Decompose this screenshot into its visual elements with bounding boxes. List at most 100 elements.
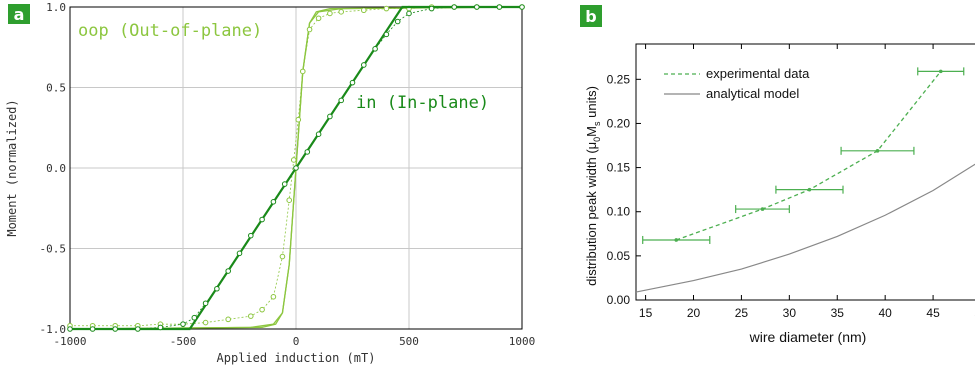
in-plane-data-point	[315, 131, 322, 137]
oop-data-point	[248, 313, 254, 319]
panel-a-x-tick-label: 500	[399, 335, 419, 348]
legend-experimental-label: experimental data	[706, 66, 810, 81]
in-plane-data-point	[191, 314, 198, 321]
oop-data-point	[338, 9, 345, 15]
panel-b-x-tick-label: 45	[926, 306, 940, 320]
in-plane-data-point	[248, 232, 254, 239]
oop-data-point	[361, 7, 367, 14]
in-plane-data-point	[394, 18, 401, 25]
experimental-data-point	[674, 238, 679, 242]
experimental-data-point	[807, 187, 812, 192]
panel-b-y-tick-label: 0.00	[607, 293, 631, 307]
panel-b: b 15202530354045500.250.200.150.100.050.…	[580, 5, 975, 345]
panel-a-y-tick-label: 0.5	[46, 82, 66, 95]
oop-data-point	[270, 294, 277, 300]
in-plane-data-point	[372, 46, 378, 52]
panel-a-annotation-oop: oop (Out-of-plane)	[78, 21, 262, 41]
panel-a-y-axis-label: Moment (normalized)	[5, 99, 19, 236]
panel-a-annotation-in: in (In-plane)	[356, 93, 489, 113]
in-plane-data-point	[496, 4, 503, 10]
in-plane-data-point	[451, 4, 458, 10]
oop-data-point	[327, 10, 333, 17]
in-plane-data-point	[349, 79, 356, 86]
panel-b-x-axis-label: wire diameter (nm)	[749, 329, 867, 345]
legend-model-label: analytical model	[706, 86, 799, 101]
experimental-data-point	[938, 69, 943, 74]
panel-b-tag-label: b	[585, 7, 596, 26]
in-plane-data-point	[293, 165, 299, 171]
in-plane-data-point	[338, 97, 345, 104]
panel-b-x-tick-label: 25	[735, 306, 749, 320]
in-plane-data-point	[225, 268, 231, 274]
panel-a-x-tick-label: -500	[170, 335, 197, 348]
oop-data-point	[383, 5, 390, 12]
panel-b-series	[635, 67, 975, 293]
panel-b-tag	[580, 5, 602, 27]
in-plane-data-point	[383, 31, 390, 38]
panel-a-tag	[8, 4, 30, 24]
in-plane-data-point	[304, 149, 311, 155]
panel-b-y-tick-label: 0.20	[607, 116, 631, 130]
panel-a-x-tick-label: -1000	[53, 335, 86, 348]
panel-a-plot-frame	[69, 6, 523, 330]
in-plane-data-point	[259, 216, 265, 223]
in-plane-data-point	[428, 5, 435, 12]
oop-data-line	[70, 6, 522, 327]
oop-data-point	[290, 157, 297, 163]
in-plane-data-point	[202, 300, 209, 307]
experimental-data-point	[875, 149, 880, 153]
panel-a: a -1000 -500 0 500 1000 1.0 0.5 0.0 -0.5 -1.0 App…	[5, 1, 535, 365]
panel-a-ticks: -1000 -500 0 500 1000 1.0 0.5 0.0 -0.5 -1.0	[40, 1, 536, 348]
oop-data-point	[225, 316, 231, 323]
oop-data-point	[286, 197, 293, 203]
in-plane-data-point	[157, 324, 164, 331]
oop-data-point	[259, 306, 265, 313]
oop-data-point	[306, 26, 313, 33]
panel-a-x-tick-label: 1000	[509, 335, 536, 348]
panel-b-y-tick-label: 0.15	[607, 161, 631, 175]
oop-data-point	[279, 253, 286, 260]
in-plane-data-point	[67, 326, 73, 332]
panel-b-y-axis-label-M: M	[584, 126, 599, 137]
panel-b-y-tick-label: 0.25	[607, 72, 631, 86]
panel-b-y-axis-label-subs: s	[592, 121, 602, 126]
panel-b-x-tick-label: 30	[783, 306, 797, 320]
panel-b-y-axis-label-main: distribution peak width (	[584, 149, 599, 286]
in-plane-data-point	[236, 250, 243, 257]
oop-data-point	[295, 116, 302, 123]
panel-a-series	[67, 4, 525, 332]
in-plane-data-point	[281, 181, 288, 187]
panel-a-tag-label: a	[14, 5, 25, 24]
panel-b-x-tick-label: 20	[687, 306, 701, 320]
in-plane-data-point	[519, 4, 525, 10]
panel-b-y-tick-label: 0.10	[607, 205, 631, 219]
panel-a-y-tick-label: 1.0	[46, 1, 66, 14]
panel-a-x-tick-label: 0	[293, 335, 300, 348]
in-plane-data-point	[474, 4, 480, 10]
panel-b-ticks: 15202530354045500.250.200.150.100.050.00	[607, 44, 975, 320]
panel-a-x-axis-label: Applied induction (mT)	[217, 351, 376, 365]
oop-data-point	[315, 15, 322, 22]
in-plane-data-point	[361, 62, 367, 68]
panel-b-x-tick-label: 35	[831, 306, 845, 320]
in-plane-data-point	[270, 199, 277, 205]
panel-a-y-tick-label: -0.5	[40, 243, 67, 256]
experimental-data-point	[760, 207, 765, 211]
panel-b-y-axis-label: distribution peak width (μ0Ms units)	[584, 86, 602, 286]
analytical-model-line	[635, 163, 975, 293]
in-plane-data-point	[327, 113, 333, 120]
panel-b-y-axis-label-mu: μ	[584, 142, 599, 150]
panel-b-plot-frame	[635, 43, 975, 301]
oop-data-point	[202, 319, 209, 326]
panel-b-y-tick-label: 0.05	[607, 249, 631, 263]
in-plane-data-point	[406, 10, 412, 17]
in-plane-data-point	[89, 326, 96, 332]
panel-a-y-tick-label: 0.0	[46, 162, 66, 175]
panel-b-y-axis-label-sub0: 0	[592, 137, 602, 142]
panel-b-x-tick-label: 15	[639, 306, 653, 320]
panel-a-y-tick-label: -1.0	[40, 323, 67, 336]
in-plane-data-point	[180, 321, 186, 327]
in-plane-data-point	[135, 326, 141, 332]
oop-data-point	[299, 68, 306, 75]
